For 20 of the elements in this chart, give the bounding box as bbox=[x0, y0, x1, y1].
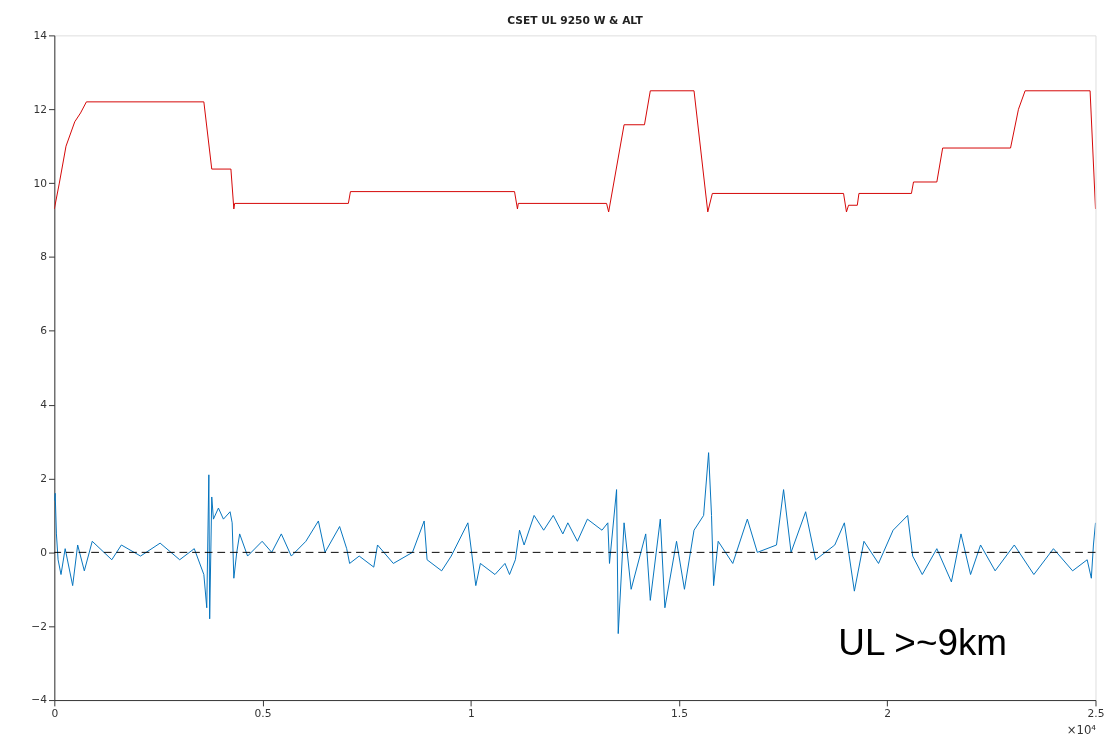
y-tick-label: 14 bbox=[33, 28, 48, 42]
y-tick-label: −4 bbox=[31, 693, 48, 707]
x-tick-label: 2.5 bbox=[1087, 707, 1105, 721]
x-tick-label: 1 bbox=[467, 707, 475, 721]
y-tick-label: 4 bbox=[40, 398, 48, 412]
y-tick-label: 0 bbox=[40, 545, 48, 559]
annotation: UL >~9km bbox=[838, 622, 1008, 664]
chart-title: CSET UL 9250 W & ALT bbox=[507, 13, 644, 27]
x-tick-label: 1.5 bbox=[671, 707, 688, 721]
line-series bbox=[54, 90, 1096, 213]
y-tick-label: 6 bbox=[40, 324, 48, 338]
x-axis-title: ×10⁴ bbox=[1066, 722, 1097, 737]
y-tick-label: 10 bbox=[33, 176, 48, 190]
y-tick-label: 8 bbox=[40, 250, 48, 264]
x-tick-label: 2 bbox=[884, 707, 892, 721]
y-tick-label: 2 bbox=[40, 471, 48, 485]
x-tick-label: 0.5 bbox=[254, 707, 272, 721]
y-tick-label: 12 bbox=[33, 102, 48, 116]
y-tick-label: −2 bbox=[31, 619, 48, 633]
x-tick-label: 0 bbox=[51, 707, 59, 721]
